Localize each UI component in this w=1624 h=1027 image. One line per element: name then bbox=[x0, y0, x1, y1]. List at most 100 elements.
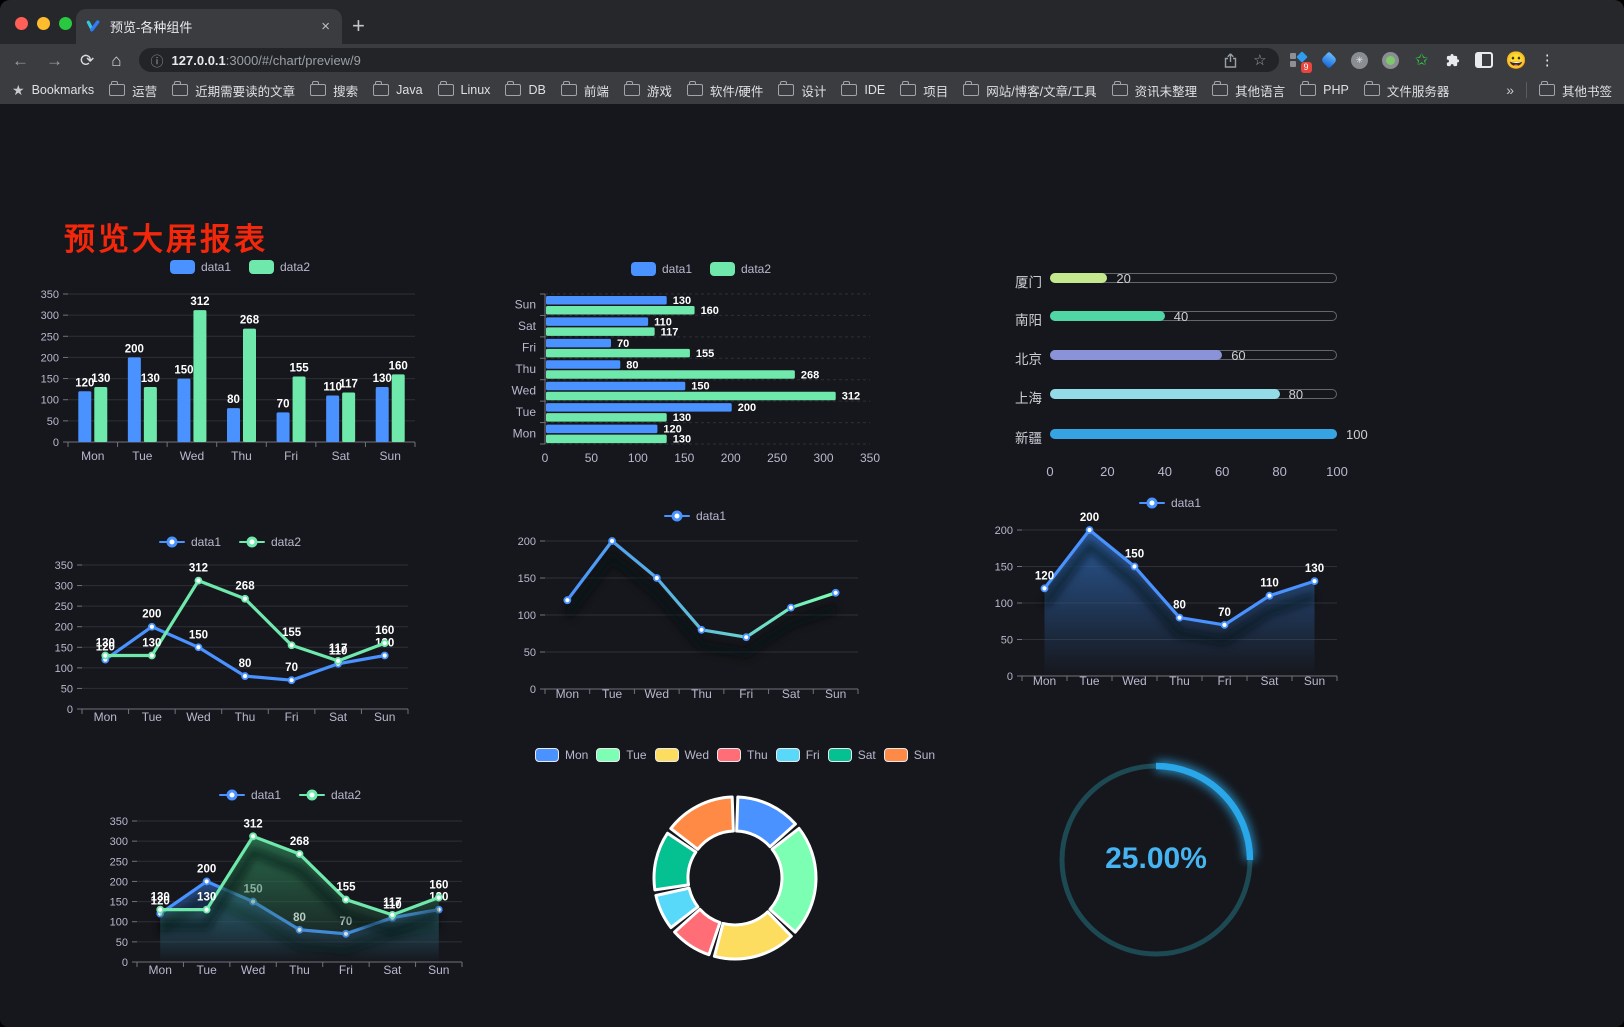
legend-item-data1[interactable]: data1 bbox=[169, 260, 231, 274]
bookmark-folder[interactable]: 运营 bbox=[109, 81, 157, 100]
svg-text:Mon: Mon bbox=[1033, 674, 1056, 688]
side-panel-icon[interactable] bbox=[1474, 51, 1493, 69]
area-dual-svg: 0 50 100 150 200 250 300 350 Mon Tue Wed Thu Fri Sat S… bbox=[110, 816, 463, 977]
bookmark-folder[interactable]: Linux bbox=[437, 81, 490, 97]
extension-record-icon[interactable] bbox=[1382, 51, 1400, 69]
bookmark-folder[interactable]: 游戏 bbox=[623, 81, 672, 100]
profile-avatar[interactable]: 😀 bbox=[1505, 50, 1527, 70]
svg-text:Sun: Sun bbox=[515, 298, 536, 312]
svg-text:130: 130 bbox=[673, 412, 691, 424]
chart-area-single[interactable]: data1 0 50 100 150 200 Mon Tue Wed Thu Fri Sat Sun 12… bbox=[985, 492, 1355, 700]
new-tab-button[interactable]: + bbox=[352, 13, 365, 38]
bookmark-label: 游戏 bbox=[646, 84, 672, 99]
legend-item-Fri[interactable]: Fri bbox=[775, 748, 820, 762]
bookmark-folder[interactable]: 其他语言 bbox=[1212, 81, 1285, 100]
window-close-button[interactable] bbox=[15, 17, 28, 30]
bookmarks-root-label: Bookmarks bbox=[31, 83, 95, 97]
bookmark-folder[interactable]: 文件服务器 bbox=[1363, 81, 1449, 100]
legend-item-Sun[interactable]: Sun bbox=[883, 748, 935, 762]
legend-item-Tue[interactable]: Tue bbox=[596, 748, 647, 762]
bookmark-folder[interactable]: 项目 bbox=[900, 81, 948, 100]
progress-fill bbox=[1050, 311, 1165, 321]
back-icon[interactable]: ← bbox=[12, 50, 29, 70]
svg-text:Thu: Thu bbox=[289, 963, 310, 977]
legend-item-data1[interactable]: data1 bbox=[218, 788, 281, 802]
extension-star-icon[interactable]: ✩ bbox=[1414, 52, 1429, 69]
legend-item-data1[interactable]: data1 bbox=[158, 535, 221, 549]
share-icon[interactable] bbox=[1224, 52, 1237, 68]
home-icon[interactable]: ⌂ bbox=[111, 50, 122, 70]
svg-text:155: 155 bbox=[336, 882, 356, 894]
bookmark-label: PHP bbox=[1323, 83, 1349, 97]
progress-label: 厦门 bbox=[1015, 275, 1042, 290]
chart-progress[interactable]: 厦门 20 南阳 40 北京 60 上海 80 新疆 100 0 20 40 60 80 100 bbox=[1000, 254, 1370, 489]
legend-item-Thu[interactable]: Thu bbox=[717, 748, 768, 762]
svg-text:Sat: Sat bbox=[782, 687, 801, 701]
bookmark-folder[interactable]: 近期需要读的文章 bbox=[172, 81, 295, 100]
svg-text:Sat: Sat bbox=[1260, 674, 1279, 688]
legend-item-Wed[interactable]: Wed bbox=[654, 748, 709, 762]
chart-line-dual[interactable]: data1 data2 0 50 100 150 200 250 300 350 Mon Tue Wed… bbox=[45, 529, 415, 741]
svg-text:130: 130 bbox=[197, 892, 216, 904]
progress-value: 80 bbox=[1288, 387, 1304, 402]
bookmark-label: 前端 bbox=[583, 84, 609, 99]
bookmark-star-icon[interactable]: ☆ bbox=[1253, 52, 1267, 69]
progress-value: 100 bbox=[1346, 427, 1368, 442]
svg-text:Wed: Wed bbox=[512, 383, 536, 397]
legend-item-data1[interactable]: data1 bbox=[1138, 496, 1201, 510]
window-zoom-button[interactable] bbox=[59, 17, 72, 30]
bookmark-folder[interactable]: 软件/硬件 bbox=[686, 81, 763, 100]
legend-item-data1[interactable]: data1 bbox=[663, 509, 726, 523]
chart-gauge[interactable]: 25.00% bbox=[1040, 744, 1272, 976]
legend-item-Mon[interactable]: Mon bbox=[534, 748, 588, 762]
tab-close-icon[interactable]: × bbox=[321, 18, 330, 35]
svg-text:130: 130 bbox=[673, 295, 691, 307]
extension-gem-icon[interactable] bbox=[1320, 51, 1338, 69]
axis-tick-label: 40 bbox=[1157, 464, 1173, 479]
legend-item-data2[interactable]: data2 bbox=[299, 788, 361, 802]
other-bookmarks-folder[interactable]: 其他书签 bbox=[1538, 81, 1612, 100]
extension-tab-manager-icon[interactable]: 9 bbox=[1289, 51, 1312, 73]
svg-text:100: 100 bbox=[518, 610, 536, 622]
chart-line-gradient[interactable]: data1 0 50 100 150 200 Mon Tue Wed Thu Fri Sat Sun bbox=[505, 504, 885, 712]
bookmark-folder[interactable]: 网站/博客/文章/工具 bbox=[963, 81, 1097, 100]
chart-pie-donut[interactable]: Mon Tue Wed Thu Fri Sat Sun bbox=[534, 742, 935, 970]
bookmarks-overflow-chevron[interactable]: » bbox=[1506, 82, 1514, 98]
legend-item-data1[interactable]: data1 bbox=[630, 262, 692, 276]
browser-toolbar: ← → ⟳ ⌂ ⓘ 127.0.0.1 :3000/#/chart/previe… bbox=[0, 44, 1624, 76]
svg-text:130: 130 bbox=[141, 373, 160, 385]
legend-item-data2[interactable]: data2 bbox=[239, 535, 301, 549]
bookmark-folder[interactable]: 前端 bbox=[560, 81, 609, 100]
bookmark-folder[interactable]: PHP bbox=[1300, 81, 1349, 97]
bookmark-folder[interactable]: Java bbox=[373, 81, 423, 97]
legend-item-data2[interactable]: data2 bbox=[249, 260, 310, 274]
window-minimize-button[interactable] bbox=[37, 17, 50, 30]
bookmark-folder[interactable]: DB bbox=[505, 81, 546, 97]
bookmark-folder[interactable]: 搜索 bbox=[310, 81, 358, 100]
legend-item-data2[interactable]: data2 bbox=[710, 262, 771, 276]
chart-area-dual[interactable]: data1 data2 0 50 100 150 200 250 300 350 Mon Tue Wed… bbox=[105, 784, 475, 992]
site-info-icon[interactable]: ⓘ bbox=[150, 53, 164, 69]
svg-text:80: 80 bbox=[1173, 600, 1186, 612]
extension-snowflake-icon[interactable]: ✳ bbox=[1351, 51, 1369, 69]
legend-item-Sat[interactable]: Sat bbox=[827, 748, 876, 762]
browser-tab[interactable]: 预览-各种组件 × bbox=[76, 9, 342, 44]
extensions-puzzle-icon[interactable] bbox=[1444, 51, 1462, 69]
bookmark-folder[interactable]: 设计 bbox=[778, 81, 826, 100]
menu-icon[interactable]: ⋮ bbox=[1539, 52, 1555, 69]
bookmarks-root[interactable]: ★ Bookmarks bbox=[12, 82, 94, 99]
chart-bar-horizontal[interactable]: data1 data2 0 50 100 150 200 250 300 350 Sun 130 160… bbox=[505, 254, 897, 476]
bookmark-folder[interactable]: 资讯未整理 bbox=[1111, 81, 1197, 100]
svg-text:300: 300 bbox=[55, 581, 73, 593]
address-bar[interactable]: ⓘ 127.0.0.1 :3000/#/chart/preview/9 ☆ bbox=[138, 48, 1279, 72]
url-path: :3000/#/chart/preview/9 bbox=[225, 52, 361, 68]
forward-icon[interactable]: → bbox=[46, 50, 63, 70]
chart-bar-vertical[interactable]: data1 data2 0 50 100 150 200 250 300 350 Mon Tue Wed… bbox=[40, 254, 440, 474]
bookmark-folder[interactable]: IDE bbox=[841, 81, 885, 97]
progress-value: 60 bbox=[1231, 348, 1246, 363]
legend-label: data2 bbox=[331, 788, 362, 802]
reload-icon[interactable]: ⟳ bbox=[80, 50, 95, 70]
bookmark-label: 搜索 bbox=[333, 84, 359, 99]
svg-text:200: 200 bbox=[41, 352, 59, 364]
legend-marker bbox=[534, 748, 559, 762]
